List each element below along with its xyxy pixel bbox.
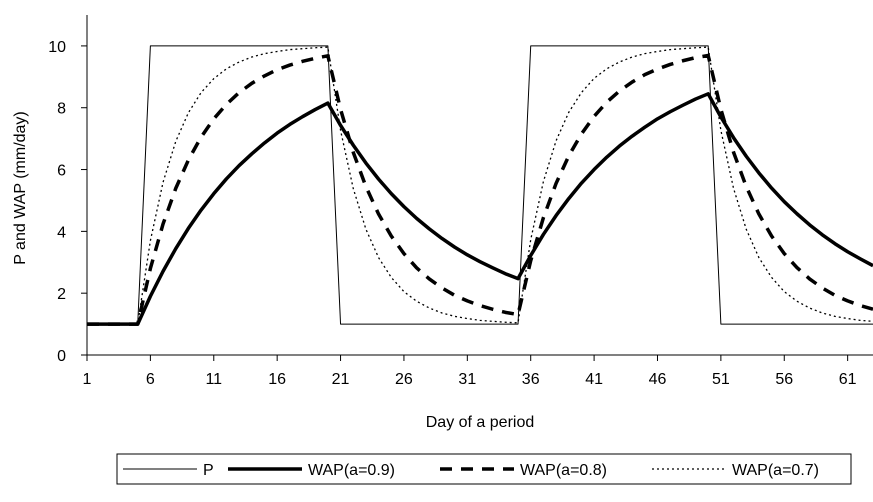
x-tick-label: 51 — [712, 371, 730, 388]
y-axis-title: P and WAP (mm/day) — [12, 111, 29, 265]
x-tick-label: 1 — [83, 371, 92, 388]
series-line-2 — [87, 53, 873, 326]
x-tick-label: 36 — [522, 371, 540, 388]
legend-label-wap07: WAP(a=0.7) — [732, 462, 819, 479]
x-tick-label: 16 — [268, 371, 286, 388]
legend: P WAP(a=0.9) WAP(a=0.8) WAP(a=0.7) — [116, 453, 852, 485]
series-layer — [87, 45, 873, 326]
y-tick-label: 10 — [48, 39, 66, 56]
y-tick-label: 2 — [57, 286, 66, 303]
x-tick-label: 56 — [775, 371, 793, 388]
legend-label-wap08: WAP(a=0.8) — [520, 462, 607, 479]
series-line-3 — [87, 46, 873, 325]
y-tick-label: 4 — [57, 224, 66, 241]
series-line-1 — [87, 92, 873, 326]
axis-ticks — [81, 45, 849, 361]
x-tick-label: 31 — [458, 371, 476, 388]
x-tick-label: 46 — [649, 371, 667, 388]
x-tick-label: 11 — [205, 371, 222, 388]
x-tick-label: 26 — [395, 371, 413, 388]
y-tick-label: 6 — [57, 163, 66, 180]
x-tick-label: 21 — [332, 371, 350, 388]
x-tick-labels: 1 6 11 16 21 26 31 36 41 46 51 56 61 — [83, 371, 857, 388]
x-tick-label: 6 — [146, 371, 155, 388]
y-tick-labels: 0 2 4 6 8 10 — [48, 39, 66, 365]
y-tick-label: 0 — [57, 348, 66, 365]
series-line-0 — [87, 45, 873, 325]
legend-label-p: P — [203, 462, 214, 479]
y-tick-label: 8 — [57, 101, 66, 118]
x-tick-label: 61 — [839, 371, 857, 388]
x-tick-label: 41 — [585, 371, 603, 388]
legend-label-wap09: WAP(a=0.9) — [308, 462, 395, 479]
x-axis-title: Day of a period — [426, 414, 535, 431]
